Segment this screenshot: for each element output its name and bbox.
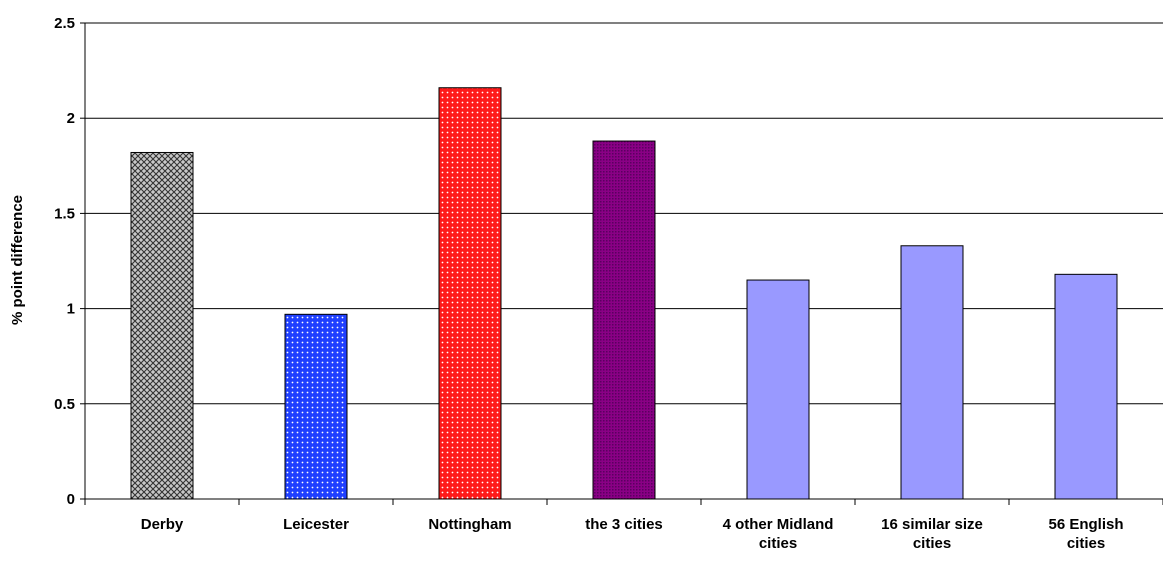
y-tick-label: 1.5 [54,205,75,222]
y-tick-label: 2 [67,110,75,127]
bar-0 [130,151,194,500]
bars [130,87,1118,500]
x-category-label: 4 other Midland [723,516,834,533]
bar-5 [900,245,964,500]
bar-1 [284,313,348,500]
x-category-label: cities [913,535,951,552]
bar-4 [746,279,810,500]
y-tick-label: 0.5 [54,396,75,413]
y-tick-label: 1 [67,301,75,318]
x-category-label: 56 English [1048,516,1123,533]
x-category-label: cities [1067,535,1105,552]
x-category-label: 16 similar size [881,516,983,533]
y-axis-title: % point difference [9,195,26,325]
bar-3 [592,140,656,500]
x-category-label: Nottingham [428,516,511,533]
x-category-label: the 3 cities [585,516,663,533]
x-category-label: cities [759,535,797,552]
x-category-labels: Derby Leicester Nottingham the 3 cities 4 ot… [141,516,1124,552]
bar-2 [438,87,502,500]
y-tick-label: 2.5 [54,15,75,32]
x-category-label: Leicester [283,516,349,533]
x-category-label: Derby [141,516,184,533]
y-tick-labels: 0 0.5 1 1.5 2 2.5 [54,15,75,508]
y-tick-label: 0 [67,491,75,508]
axes [80,22,1163,505]
bar-6 [1054,273,1118,500]
